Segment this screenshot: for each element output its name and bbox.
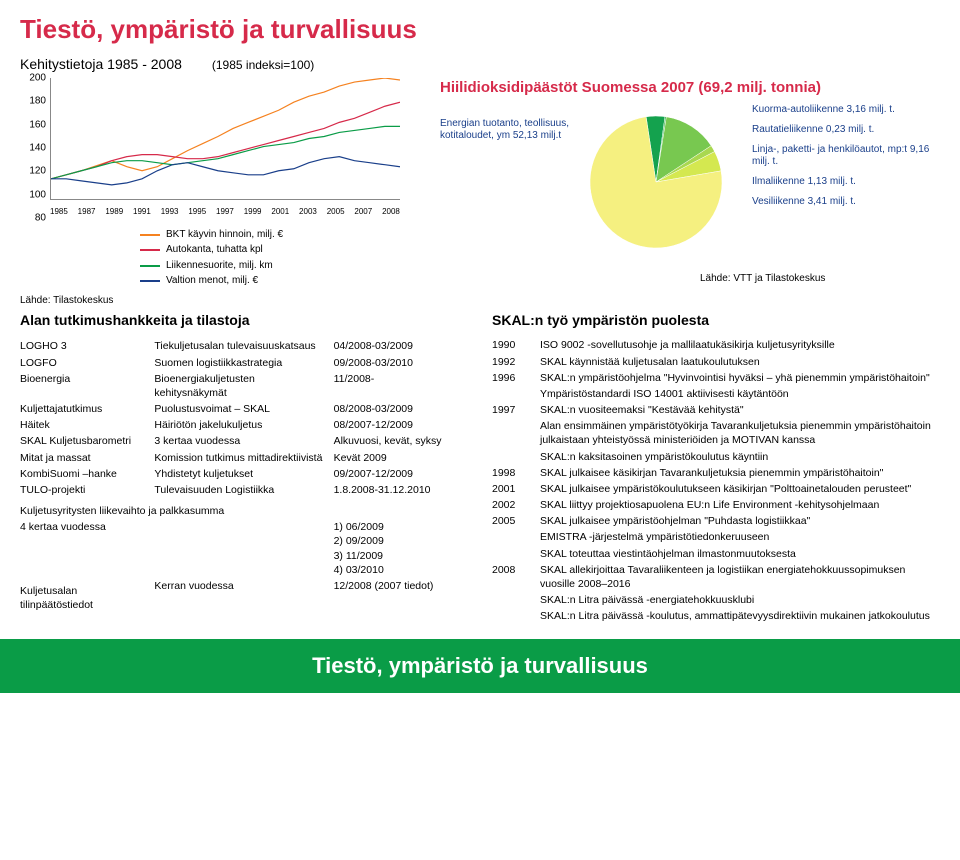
- timeline-title: SKAL:n työ ympäristön puolesta: [492, 311, 940, 330]
- pie-chart: Hiilidioksidipäästöt Suomessa 2007 (69,2…: [440, 78, 940, 308]
- source-right: Lähde: VTT ja Tilastokeskus: [700, 272, 940, 286]
- pie-left-label: Energian tuotanto, teollisuus, kotitalou…: [440, 118, 570, 142]
- table-row: KuljettajatutkimusPuolustusvoimat – SKAL…: [20, 401, 468, 417]
- pie-title: Hiilidioksidipäästöt Suomessa 2007 (69,2…: [440, 78, 940, 98]
- table-row: LOGHO 3Tiekuljetusalan tulevaisuuskatsau…: [20, 338, 468, 354]
- timeline-column: SKAL:n työ ympäristön puolesta 1990ISO 9…: [492, 311, 940, 625]
- timeline-list: 1990ISO 9002 -sovellutusohje ja mallilaa…: [492, 338, 940, 623]
- table-row: KombiSuomi –hankeYhdistetyt kuljetukset0…: [20, 466, 468, 482]
- page-title: Tiestö, ympäristö ja turvallisuus: [20, 12, 940, 47]
- table-row: TULO-projektiTulevaisuuden Logistiikka1.…: [20, 482, 468, 498]
- pie-labels: Kuorma-autoliikenne 3,16 milj. t.Rautati…: [752, 104, 940, 216]
- table-row: BioenergiaBioenergiakuljetusten kehitysn…: [20, 371, 468, 401]
- table-row: HäitekHäiriötön jakelukuljetus08/2007-12…: [20, 417, 468, 433]
- projects-column: Alan tutkimushankkeita ja tilastoja LOGH…: [20, 311, 468, 625]
- line-chart-legend: BKT käyvin hinnoin, milj. €Autokanta, tu…: [140, 228, 420, 288]
- index-note: (1985 indeksi=100): [212, 57, 314, 73]
- source-left: Lähde: Tilastokeskus: [20, 294, 420, 308]
- table-row: LOGFOSuomen logistiikkastrategia09/2008-…: [20, 355, 468, 371]
- line-chart: 20018016014012010080 1985198719891991199…: [20, 78, 420, 308]
- table-row: SKAL Kuljetusbarometri3 kertaa vuodessaA…: [20, 433, 468, 449]
- projects-title: Alan tutkimushankkeita ja tilastoja: [20, 311, 468, 330]
- footer-title: Tiestö, ympäristö ja turvallisuus: [0, 639, 960, 693]
- table-row: Mitat ja massatKomission tutkimus mittad…: [20, 450, 468, 466]
- projects-table: LOGHO 3Tiekuljetusalan tulevaisuuskatsau…: [20, 338, 468, 613]
